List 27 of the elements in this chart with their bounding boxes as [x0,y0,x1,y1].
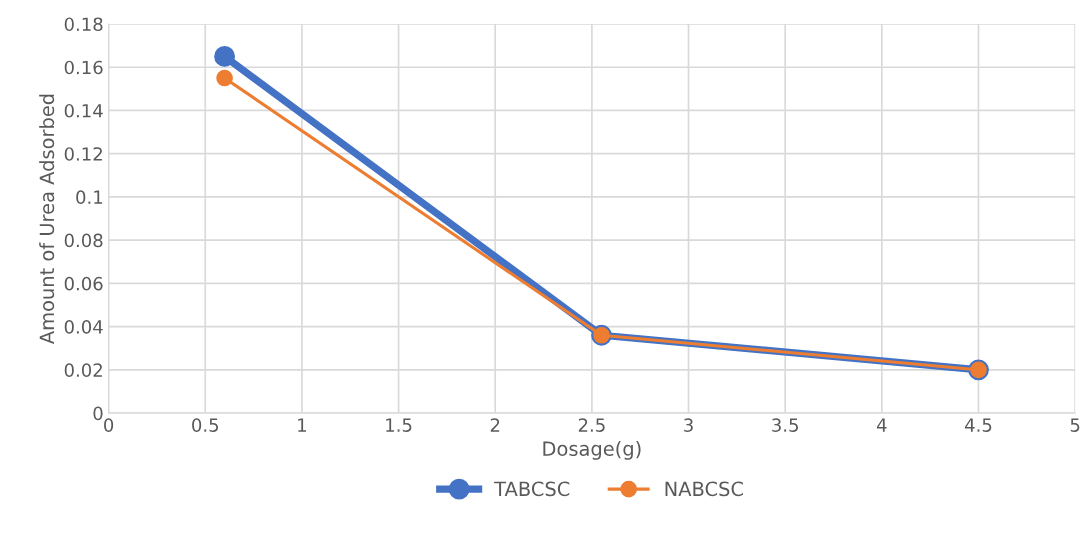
x-tick-label: 5 [1070,418,1080,432]
x-tick-label: 2 [490,418,500,432]
point [214,45,236,67]
y-tick-label: 0.18 [64,17,103,32]
legend-label: TABCSC [494,481,570,497]
y-tick-label: 0.14 [64,103,103,118]
legend-label: NABCSC [665,481,743,497]
y-tick-label: 0.16 [64,60,103,75]
y-tick-label: 0 [93,406,103,421]
y-axis-title: Amount of Urea Adsorbed [39,94,55,345]
x-tick-label: 3.5 [772,418,798,432]
y-tick-label: 0.1 [76,190,103,205]
y-tick-label: 0.02 [64,363,102,377]
y-tick-label: 0.08 [64,233,103,248]
x-tick-label: 0 [104,418,114,432]
point [216,69,233,87]
y-tick-label: 0.04 [64,320,103,334]
x-tick-label: 2.5 [578,418,605,432]
x-tick-label: 1.5 [386,418,412,432]
x-tick-label: 3 [684,418,693,432]
x-tick-label: 0.5 [192,418,219,432]
x-tick-label: 4.5 [965,418,992,432]
x-tick-label: 4 [876,418,887,432]
y-tick-label: 0.06 [64,276,103,291]
y-tick-label: 0.12 [64,147,102,161]
x-tick-label: 1 [298,418,306,432]
x-axis-title: Dosage(g) [543,440,641,460]
